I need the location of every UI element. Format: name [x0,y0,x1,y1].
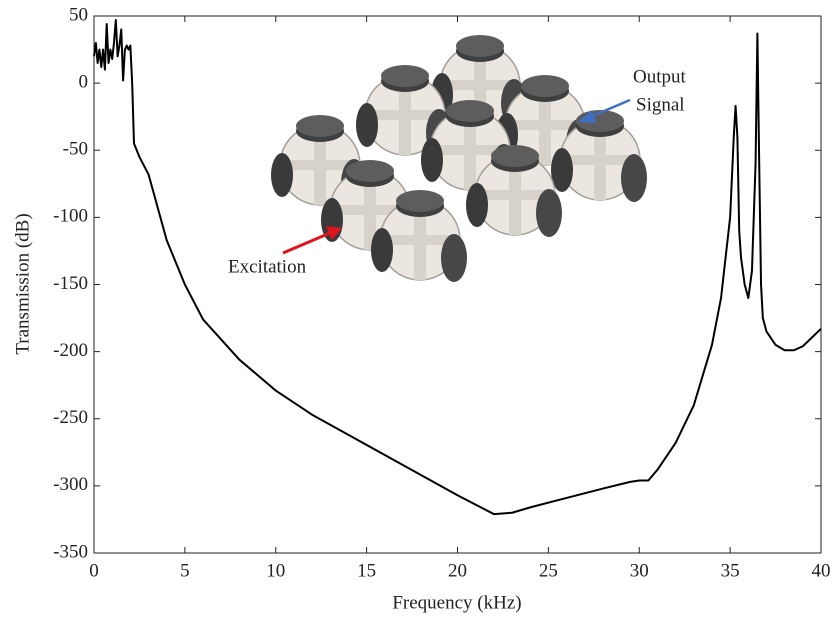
y-tick-label: 50 [69,4,88,25]
y-tick-label: -300 [53,474,88,495]
x-tick-label: 25 [539,560,558,581]
x-axis-label: Frequency (kHz) [392,592,521,613]
y-tick-label: -250 [53,407,88,428]
y-tick-label: -100 [53,206,88,227]
y-tick-label: -350 [53,541,88,562]
lattice-inset [270,34,648,283]
y-tick-label: -150 [53,273,88,294]
line-series [93,19,822,516]
x-tick-label: 0 [89,560,99,581]
annotation: Output [633,66,687,87]
y-axis-label: Transmission (dB) [12,213,33,354]
x-tick-label: 5 [180,560,190,581]
x-tick-label: 35 [721,560,740,581]
y-tick-label: 0 [79,71,89,92]
x-tick-label: 20 [448,560,467,581]
x-tick-label: 10 [266,560,285,581]
y-tick-label: -50 [63,139,88,160]
annotation: Signal [636,94,685,115]
x-tick-label: 30 [630,560,649,581]
arrows [282,98,631,255]
x-tick-label: 40 [812,560,831,581]
annotation: Excitation [228,256,307,277]
y-tick-label: -200 [53,340,88,361]
x-tick-label: 15 [357,560,376,581]
